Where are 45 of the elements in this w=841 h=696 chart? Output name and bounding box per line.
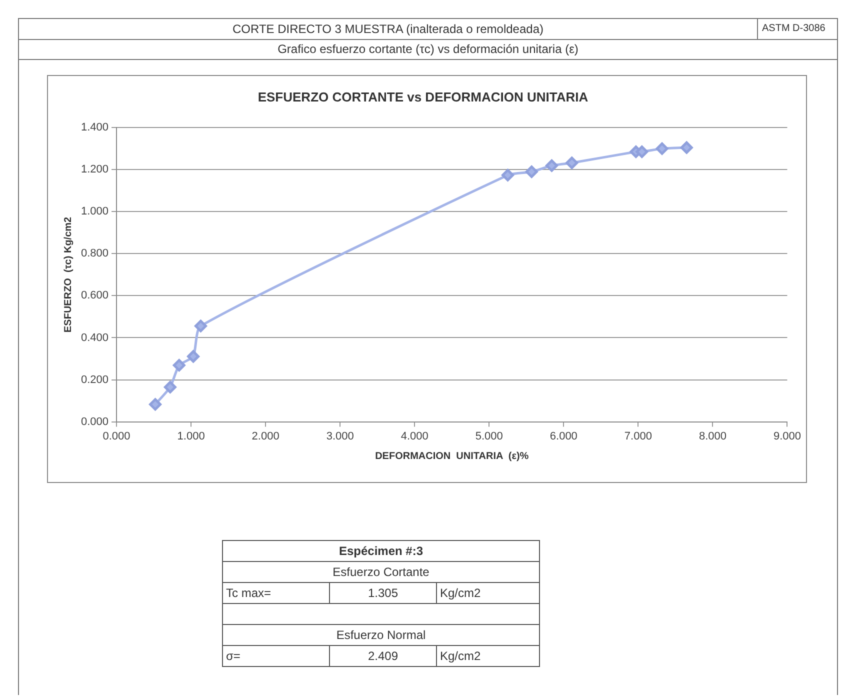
text: Tc max= [222,582,330,604]
x-tick-label: 0.000 [102,430,130,442]
y-tick-label: 1.400 [80,122,109,134]
x-tick-label: 7.000 [624,430,652,442]
y-axis-title: ESFUERZO (τc) Kg/cm2 [62,216,74,332]
point [194,320,207,332]
text: Grafico esfuerzo cortante (τc) vs deformación unitaria (ε) [278,42,578,56]
point [149,398,162,411]
y-tick-label: 0.000 [80,416,109,428]
text: σ= [222,646,330,666]
x-tick-label: 2.000 [252,430,280,442]
text: Kg/cm2 [436,582,540,604]
x-tick-label: 6.000 [550,430,578,442]
text: 2.409 [330,646,436,666]
x-tick-label: 5.000 [475,430,503,442]
chart-title: ESFUERZO CORTANTE vs DEFORMACION UNITARIA [258,89,589,104]
text: Esfuerzo Cortante [222,562,540,582]
point [187,350,200,363]
text: ASTM D-3086 [757,19,837,39]
y-tick-label: 0.400 [80,332,109,344]
x-tick-label: 8.000 [698,430,726,442]
text: Esfuerzo Normal [222,624,540,646]
text: Kg/cm2 [436,646,540,666]
x-tick-label: 9.000 [773,430,801,442]
x-tick-label: 3.000 [326,430,354,442]
x-tick-label: 1.000 [177,430,205,442]
y-tick-label: 0.800 [80,248,109,260]
point [656,142,668,155]
point [636,146,648,158]
text: CORTE DIRECTO 3 MUESTRA (inalterada o remoldeada) [232,21,544,38]
y-tick-label: 0.600 [80,290,109,302]
point [502,168,514,182]
y-tick-label: 1.000 [80,206,109,218]
y-tick-label: 0.200 [80,374,109,386]
point [680,141,693,154]
text: 1.305 [330,582,436,604]
point [566,156,578,170]
text: Espécimen #:3 [222,540,540,562]
x-tick-label: 4.000 [400,430,428,442]
point [525,165,538,178]
point [545,159,558,172]
x-axis-title: DEFORMACION UNITARIA (ε)% [375,450,529,462]
point [172,359,186,372]
point [164,380,176,394]
y-tick-label: 1.200 [80,164,109,176]
